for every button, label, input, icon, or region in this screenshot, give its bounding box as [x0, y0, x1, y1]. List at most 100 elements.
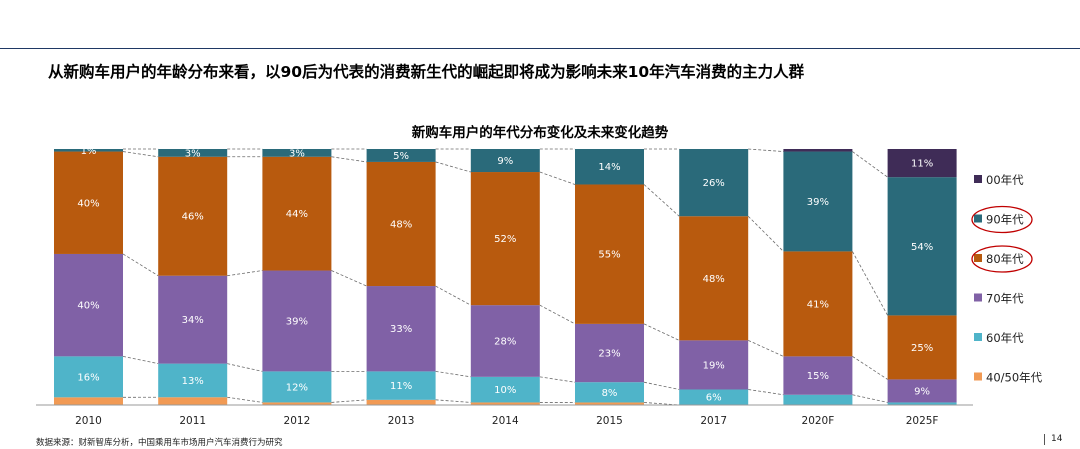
- connector-line-6-3: [748, 339, 784, 357]
- x-tick-labels-group: 2010 2011 2012 2013 2014 2015 2017 2020F 2025F: [75, 415, 938, 427]
- data-label-2015-s1: 8%: [602, 388, 618, 399]
- bar-segment-2013-s1: [366, 371, 436, 400]
- data-label-2010-s3: 40%: [77, 198, 99, 209]
- connector-line-3-4: [435, 161, 471, 173]
- connector-line-2-3: [331, 270, 367, 287]
- x-tick-label-2011: 2011: [179, 415, 206, 427]
- chart-title: 新购车用户的年代分布变化及未来变化趋势: [411, 125, 669, 141]
- data-label-2014-s4: 9%: [497, 156, 513, 167]
- page-number: 14: [1044, 434, 1062, 445]
- connector-line-6-2: [748, 389, 784, 396]
- data-label-2017-s1: 6%: [706, 393, 722, 404]
- connector-line-7-4: [852, 251, 888, 316]
- connector-line-0-3: [122, 253, 159, 277]
- data-label-2011-s3: 46%: [182, 212, 204, 223]
- bar-segment-2014-s3: [470, 172, 540, 306]
- data-label-2017-s3: 48%: [703, 274, 725, 285]
- data-label-2012-s1: 12%: [286, 382, 308, 393]
- connector-line-7-2: [852, 394, 888, 403]
- legend-swatch-4: [974, 333, 982, 341]
- connector-line-5-2: [643, 381, 680, 390]
- data-label-2014-s2: 28%: [494, 337, 516, 348]
- bar-segment-2020F-s2: [783, 356, 853, 395]
- bar-segment-2010-s3: [54, 151, 123, 254]
- bar-segment-2017-s2: [679, 340, 749, 390]
- data-label-2020F-s2: 15%: [807, 371, 829, 382]
- data-label-2010-s1: 16%: [77, 372, 99, 383]
- bar-segment-2012-s1: [262, 371, 332, 403]
- bar-segment-2013-s4: [366, 149, 436, 162]
- bar-segment-2020F-s5: [783, 149, 853, 152]
- bar-segment-2010-s0: [54, 397, 123, 405]
- bar-segment-2012-s4: [262, 149, 332, 157]
- bar-segment-2014-s4: [470, 149, 540, 173]
- x-tick-label-2017: 2017: [700, 415, 727, 427]
- connector-line-3-2: [435, 370, 471, 378]
- data-label-2011-s1: 13%: [182, 376, 204, 387]
- connector-line-7-5: [852, 151, 888, 178]
- bar-segment-2015-s0: [575, 402, 644, 405]
- data-labels-group: 16% 40% 40% 1% 13% 34% 46% 3% 12% 39% 44% 3% 11% 33% 4…: [77, 146, 933, 404]
- legend: 00年代 90年代 80年代 70年代 60年代 40/50年代: [971, 173, 1043, 385]
- bar-segment-2014-s2: [470, 305, 540, 377]
- connector-line-6-5: [748, 148, 784, 152]
- data-label-2015-s3: 55%: [598, 250, 620, 261]
- bar-segment-2025F-s4: [887, 177, 957, 316]
- x-tick-label-2025F: 2025F: [906, 415, 939, 427]
- data-label-2012-s2: 39%: [286, 316, 308, 327]
- data-label-2017-s4: 26%: [703, 178, 725, 189]
- data-label-2013-s4: 5%: [393, 151, 409, 162]
- x-tick-label-2013: 2013: [388, 415, 415, 427]
- bar-segment-2014-s1: [470, 376, 540, 403]
- connector-line-0-4: [122, 151, 159, 158]
- data-label-2012-s3: 44%: [286, 209, 308, 220]
- connector-line-5-4: [643, 184, 680, 217]
- legend-highlight-circle-1: [971, 205, 1033, 234]
- bar-segment-2025F-s1: [887, 402, 957, 405]
- connector-line-1-2: [227, 363, 263, 372]
- bar-segment-2012-s3: [262, 156, 332, 271]
- connector-line-1-3: [227, 270, 263, 277]
- data-label-2025F-s5: 11%: [911, 159, 933, 170]
- bar-segment-2025F-s5: [887, 149, 957, 178]
- legend-swatch-3: [974, 293, 982, 302]
- bar-segment-2015-s1: [575, 382, 644, 403]
- data-label-2011-s4: 3%: [185, 148, 201, 159]
- data-label-2013-s1: 11%: [390, 381, 412, 392]
- legend-label-2: 80年代: [986, 252, 1024, 266]
- connector-line-2-1: [331, 399, 367, 403]
- bar-segment-2020F-s4: [783, 151, 853, 252]
- connector-line-3-1: [435, 399, 471, 403]
- data-label-2010-s4: 1%: [81, 146, 97, 157]
- x-tick-label-2012: 2012: [284, 415, 311, 427]
- connector-line-4-2: [539, 376, 576, 383]
- bar-segment-2025F-s3: [887, 315, 957, 380]
- legend-swatch-1: [974, 214, 982, 223]
- connector-line-6-4: [747, 215, 784, 252]
- bar-segment-2015-s3: [575, 184, 644, 324]
- data-label-2025F-s3: 25%: [911, 343, 933, 354]
- bar-segment-2014-s0: [470, 402, 540, 405]
- data-label-2010-s2: 40%: [77, 301, 99, 312]
- bar-segment-2013-s2: [366, 286, 436, 372]
- bar-segment-2013-s3: [366, 161, 436, 287]
- page-headline: 从新购车用户的年龄分布来看，以90后为代表的消费新生代的崛起即将成为影响未来10…: [48, 63, 805, 81]
- connector-line-2-4: [331, 156, 367, 163]
- data-label-2015-s4: 14%: [598, 162, 620, 173]
- bars-group: [54, 149, 957, 405]
- x-tick-label-2014: 2014: [492, 415, 519, 427]
- data-label-2020F-s3: 41%: [807, 299, 829, 310]
- bar-segment-2017-s3: [679, 216, 749, 341]
- connector-line-7-3: [852, 356, 888, 380]
- connector-line-4-3: [539, 304, 576, 325]
- bar-segment-2010-s4: [54, 149, 123, 152]
- bar-segment-2011-s4: [158, 149, 228, 157]
- data-label-2025F-s2: 9%: [914, 386, 930, 397]
- bar-segment-2017-s4: [679, 149, 749, 217]
- bar-segment-2017-s1: [679, 389, 749, 405]
- legend-label-5: 40/50年代: [986, 371, 1043, 385]
- bar-segment-2012-s0: [262, 402, 332, 405]
- data-label-2017-s2: 19%: [703, 360, 725, 371]
- connector-line-4-4: [539, 171, 576, 185]
